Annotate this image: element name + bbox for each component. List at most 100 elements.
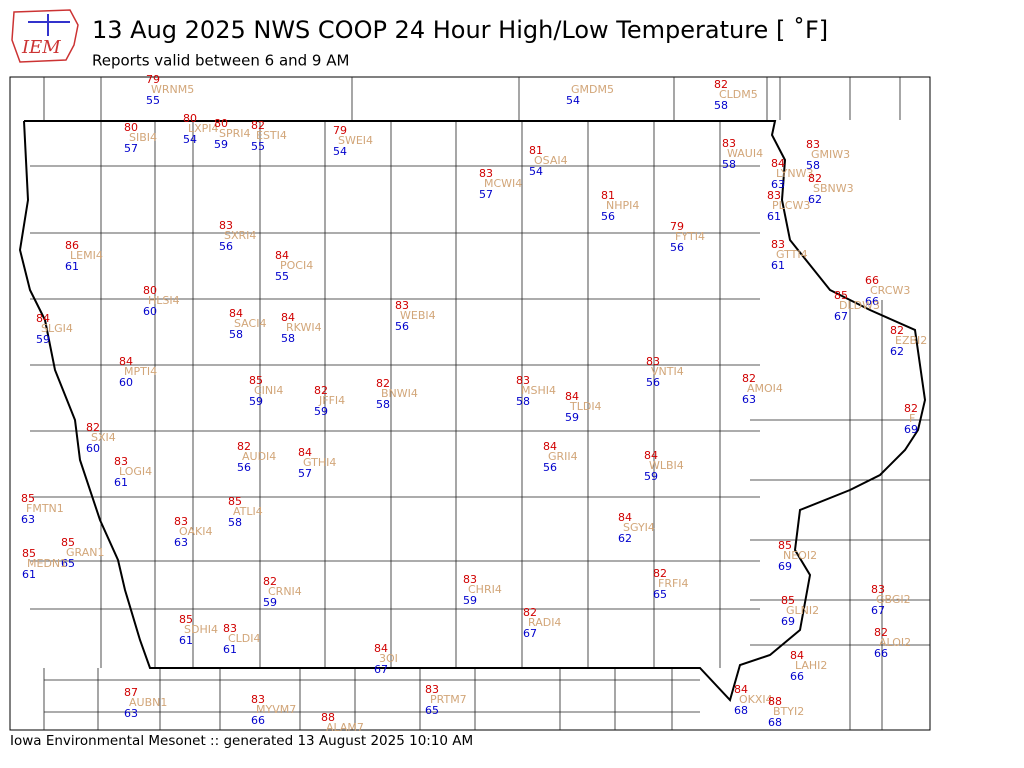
station-low: 63 [174,536,188,549]
station-low: 61 [179,634,193,647]
station-low: 61 [114,476,128,489]
station-id: OSAI4 [534,154,568,167]
station-id: EZBI2 [895,334,927,347]
station-high: 82 [523,606,537,619]
station-low: 54 [566,94,580,107]
station-id: BNWI4 [381,387,418,400]
station-high: 85 [781,594,795,607]
station-low: 58 [722,158,736,171]
station-id: SBNW3 [813,182,854,195]
station-id: F [909,412,915,425]
station-low: 56 [219,240,233,253]
station-id: CRCW3 [870,284,910,297]
station-id: GTTI4 [776,248,808,261]
station-id: MSHI4 [521,384,556,397]
station-id: GMIW3 [811,148,850,161]
station-low: 66 [790,670,804,683]
station-low: 54 [183,133,197,146]
station-low: 61 [22,568,36,581]
station-high: 88 [321,711,335,724]
station-low: 67 [374,663,388,676]
station-id: OAKI4 [179,525,212,538]
station-low: 61 [767,210,781,223]
subtitle: Reports valid between 6 and 9 AM [92,52,349,70]
station-id: GMDM5 [571,83,614,96]
station-high: 84 [119,355,133,368]
station-low: 67 [871,604,885,617]
station-id: NEOI2 [783,549,817,562]
station-high: 82 [904,402,918,415]
station-id: LOGI4 [119,465,152,478]
station-low: 69 [781,615,795,628]
station-id: 3OI [379,652,398,665]
map: 79WRNM555GMDM55482CLDM55880SIBI45780LXPI… [9,73,931,734]
logo: IEM [11,9,79,63]
station-id: MEDN1 [27,557,67,570]
station-low: 68 [768,716,782,729]
station-id: RKWI4 [286,321,322,334]
station-low: 59 [249,395,263,408]
station-high: 84 [771,157,785,170]
station-id: AUBN1 [129,696,167,709]
station-high: 84 [374,642,388,655]
station-high: 83 [219,219,233,232]
station-id: ALOI2 [879,636,911,649]
station-high: 83 [251,693,265,706]
station-high: 85 [61,536,75,549]
station-high: 82 [742,372,756,385]
station-id: GRAN1 [66,546,104,559]
stations: 79WRNM555GMDM55482CLDM55880SIBI45780LXPI… [21,73,927,734]
station-low: 58 [376,398,390,411]
station-low: 59 [314,405,328,418]
station-high: 82 [808,172,822,185]
station-high: 85 [22,547,36,560]
station-id: ALAM7 [326,721,364,734]
station-high: 85 [834,289,848,302]
station-id: TLDI4 [569,400,602,413]
station-low: 58 [806,159,820,172]
station-high: 83 [174,515,188,528]
station-id: LYNW3 [776,167,814,180]
station-high: 82 [874,626,888,639]
station-high: 83 [463,573,477,586]
station-low: 66 [251,714,265,727]
station-high: 82 [314,384,328,397]
station-id: WAUI4 [727,147,763,160]
station-high: 84 [36,312,50,325]
station-low: 63 [742,393,756,406]
station-high: 84 [565,390,579,403]
station-id: FYTI4 [675,230,705,243]
station-high: 84 [281,311,295,324]
station-high: 83 [767,189,781,202]
station-low: 62 [890,345,904,358]
station-low: 62 [618,532,632,545]
station-id: SWEI4 [338,134,373,147]
station-id: RADI4 [528,616,561,629]
station-high: 83 [771,238,785,251]
